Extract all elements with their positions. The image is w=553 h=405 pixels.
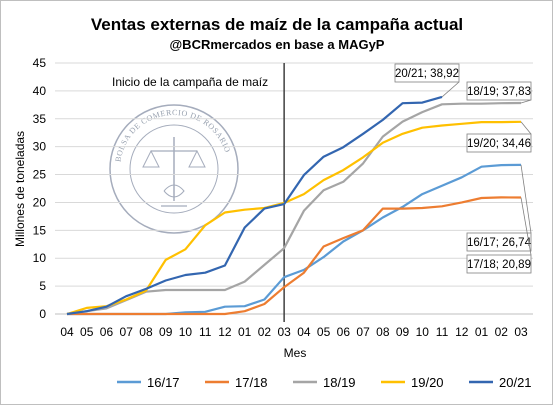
callout-box — [466, 254, 532, 274]
x-tick-label: 01 — [238, 325, 252, 339]
legend-label: 16/17 — [147, 375, 180, 390]
x-tick-label: 08 — [376, 325, 390, 339]
legend-label: 17/18 — [235, 375, 268, 390]
x-tick-label: 06 — [337, 325, 351, 339]
x-axis-label: Mes — [284, 346, 307, 360]
chart-subtitle: @BCRmercados en base a MAGyP — [170, 37, 385, 52]
y-tick-label: 0 — [39, 307, 46, 321]
x-tick-label: 02 — [258, 325, 272, 339]
campaign-start-label: Inicio de la campaña de maíz — [112, 75, 268, 89]
y-tick-label: 30 — [33, 140, 47, 154]
x-tick-label: 06 — [100, 325, 114, 339]
x-tick-label: 10 — [179, 325, 193, 339]
callout-17-18: 17/18; 20,89 — [466, 197, 532, 274]
legend-label: 18/19 — [323, 375, 356, 390]
callout-label: 19/20; 34,46 — [467, 138, 531, 150]
x-tick-label: 01 — [475, 325, 489, 339]
legend-item-17-18: 17/18 — [205, 375, 268, 390]
legend-label: 20/21 — [499, 375, 532, 390]
y-tick-label: 35 — [33, 112, 47, 126]
y-tick-label: 5 — [39, 279, 46, 293]
callout-label: 16/17; 26,74 — [467, 237, 532, 249]
legend-item-20-21: 20/21 — [469, 375, 532, 390]
series-line-20-21 — [66, 95, 443, 316]
x-tick-label: 05 — [317, 325, 331, 339]
x-tick-label: 07 — [120, 325, 134, 339]
y-tick-label: 15 — [33, 223, 47, 237]
x-tick-label: 08 — [139, 325, 153, 339]
chart-title: Ventas externas de maíz de la campaña ac… — [91, 15, 463, 34]
callout-leader — [520, 164, 532, 234]
x-tick-label: 03 — [277, 325, 291, 339]
x-tick-label: 04 — [60, 325, 74, 339]
legend-item-19-20: 19/20 — [381, 375, 444, 390]
series-line-16-17 — [67, 163, 522, 316]
callout-box — [466, 81, 532, 101]
callout-leader — [520, 197, 532, 256]
legend-label: 19/20 — [411, 375, 444, 390]
x-tick-label: 04 — [297, 325, 311, 339]
y-tick-label: 20 — [33, 195, 47, 209]
y-tick-label: 10 — [33, 251, 47, 265]
seal-text: BOLSA DE COMERCIO DE ROSARIO — [113, 108, 231, 163]
callout-leader — [520, 99, 532, 104]
callout-19-20: 19/20; 34,46 — [466, 121, 532, 153]
x-tick-label: 12 — [455, 325, 469, 339]
series-line-19-20 — [66, 120, 522, 316]
callout-16-17: 16/17; 26,74 — [466, 164, 532, 252]
x-tick-label: 11 — [436, 325, 449, 339]
y-tick-label: 45 — [33, 56, 47, 70]
x-tick-label: 11 — [199, 325, 212, 339]
callout-label: 18/19; 37,83 — [467, 86, 531, 98]
y-tick-label: 25 — [33, 168, 47, 182]
y-tick-label: 40 — [33, 84, 47, 98]
watermark-seal: BOLSA DE COMERCIO DE ROSARIO — [109, 104, 239, 234]
callout-label: 20/21; 38,92 — [395, 68, 459, 80]
x-tick-label: 05 — [80, 325, 94, 339]
x-tick-label: 12 — [218, 325, 232, 339]
callout-18-19: 18/19; 37,83 — [466, 81, 532, 104]
callout-box — [466, 133, 532, 153]
x-tick-label: 07 — [356, 325, 370, 339]
callout-box — [466, 232, 532, 252]
callout-leader — [520, 121, 532, 135]
callout-label: 17/18; 20,89 — [467, 259, 531, 271]
series-line-18-19 — [66, 101, 522, 316]
x-tick-label: 10 — [416, 325, 430, 339]
y-axis-label: Millones de toneladas — [13, 131, 27, 247]
x-tick-label: 09 — [396, 325, 410, 339]
x-tick-label: 02 — [495, 325, 509, 339]
callout-20-21: 20/21; 38,92 — [394, 63, 460, 98]
callout-box — [394, 63, 460, 83]
legend-item-18-19: 18/19 — [293, 375, 356, 390]
legend-item-16-17: 16/17 — [117, 375, 180, 390]
x-tick-label: 03 — [514, 325, 528, 339]
callout-leader — [441, 81, 460, 98]
series-line-17-18 — [67, 196, 522, 316]
x-tick-label: 09 — [159, 325, 173, 339]
svg-text:BOLSA DE COMERCIO DE ROSARIO: BOLSA DE COMERCIO DE ROSARIO — [113, 108, 232, 163]
